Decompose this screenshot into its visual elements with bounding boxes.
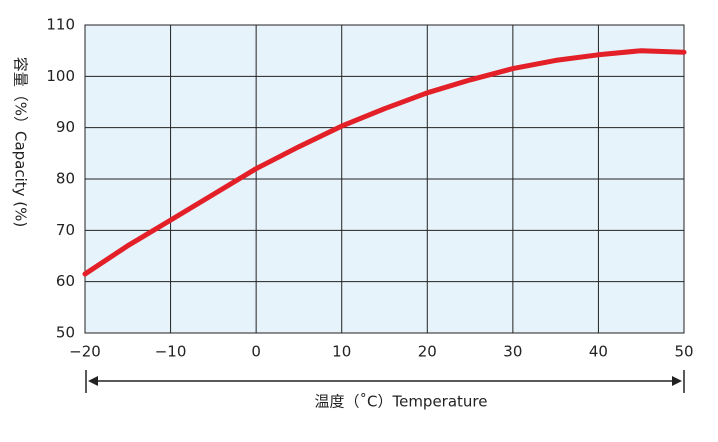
x-tick-label: −10 bbox=[155, 343, 187, 361]
x-tick-label: 20 bbox=[418, 343, 437, 361]
y-tick-label: 90 bbox=[56, 118, 75, 136]
data-line bbox=[82, 48, 687, 277]
range-arrow bbox=[85, 370, 685, 393]
x-axis-label: 温度（˚C）Temperature bbox=[315, 393, 488, 411]
x-tick-label: −20 bbox=[69, 343, 101, 361]
y-tick-label: 100 bbox=[46, 67, 75, 85]
x-tick-label: 40 bbox=[589, 343, 608, 361]
x-tick-label: 30 bbox=[503, 343, 522, 361]
y-tick-label: 110 bbox=[46, 16, 75, 34]
y-tick-label: 80 bbox=[56, 170, 75, 188]
arrow-head bbox=[88, 376, 98, 386]
y-tick-label: 70 bbox=[56, 221, 75, 239]
y-tick-label: 60 bbox=[56, 272, 75, 290]
y-tick-label: 50 bbox=[56, 324, 75, 342]
x-tick-label: 50 bbox=[674, 343, 693, 361]
x-tick-label: 0 bbox=[251, 343, 261, 361]
x-tick-label: 10 bbox=[332, 343, 351, 361]
y-axis-label: 容量（%）Capacity (%) bbox=[12, 57, 30, 228]
arrow-head bbox=[672, 376, 682, 386]
